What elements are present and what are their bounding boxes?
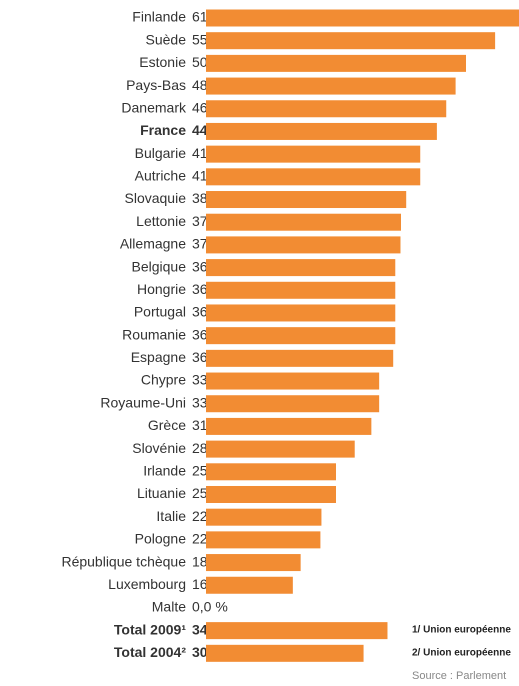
bar xyxy=(206,531,321,549)
bar xyxy=(206,372,380,390)
category-label: Italie xyxy=(156,508,186,524)
category-label: Chypre xyxy=(141,372,186,388)
bar xyxy=(206,77,456,95)
bar xyxy=(206,259,396,277)
bar xyxy=(206,463,336,481)
bar xyxy=(206,349,394,367)
bar xyxy=(206,191,407,209)
bar xyxy=(206,9,519,27)
bar xyxy=(206,508,322,526)
category-label: Malte xyxy=(152,599,186,615)
category-label: Irlande xyxy=(143,463,186,479)
bar xyxy=(206,554,301,572)
category-label: Portugal xyxy=(134,304,186,320)
bar xyxy=(206,304,396,322)
category-label: Pologne xyxy=(135,531,187,547)
category-label: Slovénie xyxy=(132,440,186,456)
category-label: République tchèque xyxy=(61,553,186,569)
category-label: Hongrie xyxy=(137,281,186,297)
bar xyxy=(206,485,336,503)
value-label: 0,0 % xyxy=(192,599,228,615)
bar xyxy=(206,644,364,662)
bar xyxy=(206,100,447,118)
category-label: Total 2009¹ xyxy=(114,621,186,637)
bar xyxy=(206,213,401,231)
category-label: Suède xyxy=(146,31,187,47)
bar xyxy=(206,281,396,299)
note: 1/ Union européenne xyxy=(412,625,511,636)
category-label: Autriche xyxy=(135,168,187,184)
category-label: Belgique xyxy=(132,258,187,274)
bar xyxy=(206,32,496,50)
category-label: Espagne xyxy=(131,349,186,365)
category-label: Estonie xyxy=(139,54,186,70)
note: 2/ Union européenne xyxy=(412,648,511,659)
category-label: Total 2004² xyxy=(114,644,186,660)
bar xyxy=(206,327,396,345)
category-label: Grèce xyxy=(148,417,186,433)
category-label: Bulgarie xyxy=(135,145,187,161)
category-label: Luxembourg xyxy=(108,576,186,592)
category-label: Slovaquie xyxy=(125,190,187,206)
bar xyxy=(206,145,421,163)
category-label: Finlande xyxy=(132,9,186,25)
category-label: Pays-Bas xyxy=(126,77,186,93)
bar xyxy=(206,122,437,140)
category-label: France xyxy=(140,122,186,138)
bar xyxy=(206,417,372,435)
bar xyxy=(206,622,388,640)
category-label: Allemagne xyxy=(120,236,186,252)
category-label: Lettonie xyxy=(136,213,186,229)
category-label: Royaume-Uni xyxy=(100,394,186,410)
category-label: Roumanie xyxy=(122,326,186,342)
bar xyxy=(206,54,466,72)
bar xyxy=(206,236,401,254)
bar xyxy=(206,440,355,458)
bar xyxy=(206,168,421,186)
category-label: Lituanie xyxy=(137,485,186,501)
source: Source : Parlement xyxy=(412,670,506,682)
category-label: Danemark xyxy=(121,99,187,115)
bar xyxy=(206,576,293,594)
bar xyxy=(206,395,380,413)
